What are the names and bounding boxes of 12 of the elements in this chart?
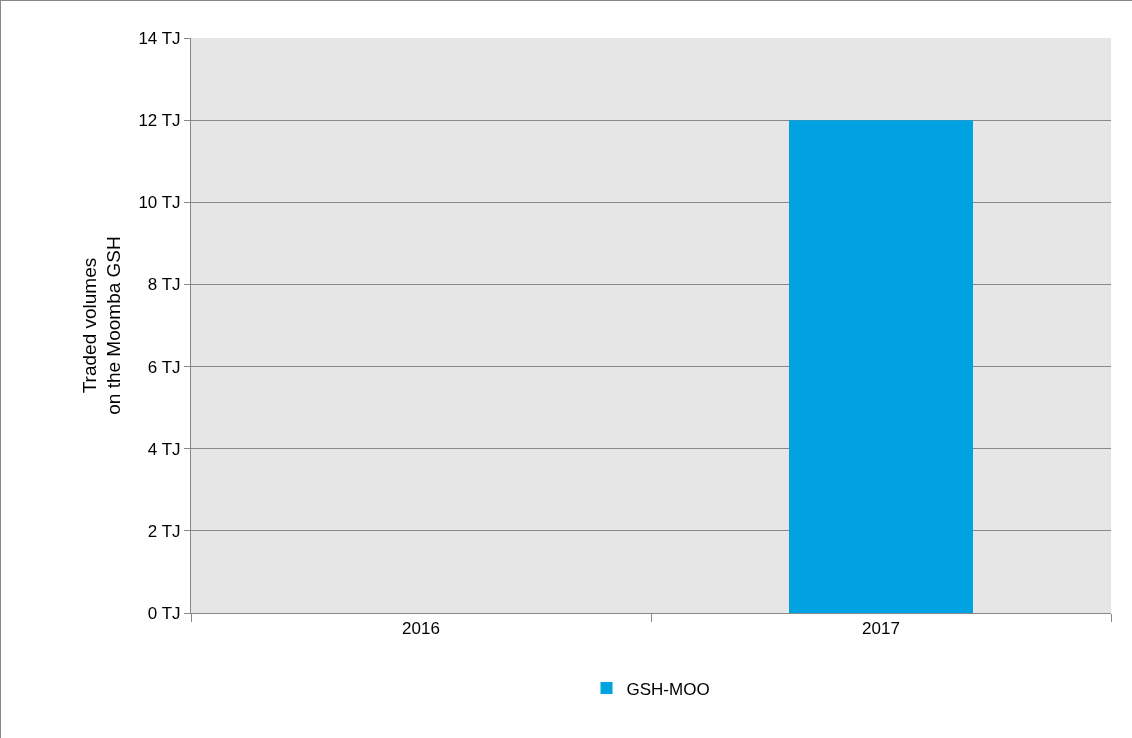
y-tick-label: 4 TJ [147, 439, 181, 459]
legend-label: GSH-MOO [626, 679, 710, 699]
y-tick-label: 0 TJ [147, 603, 181, 623]
x-tick-label: 2017 [862, 619, 900, 639]
y-tick-label: 6 TJ [147, 357, 181, 377]
y-axis-title: Traded volumes on the Moomba GSH [78, 236, 125, 415]
y-tick-label: 12 TJ [138, 111, 181, 131]
y-tick-label: 8 TJ [147, 275, 181, 295]
y-tick-label: 10 TJ [138, 193, 181, 213]
x-tick-label: 2016 [402, 619, 440, 639]
y-tick-label: 2 TJ [147, 521, 181, 541]
y-tick-label: 14 TJ [138, 28, 181, 48]
